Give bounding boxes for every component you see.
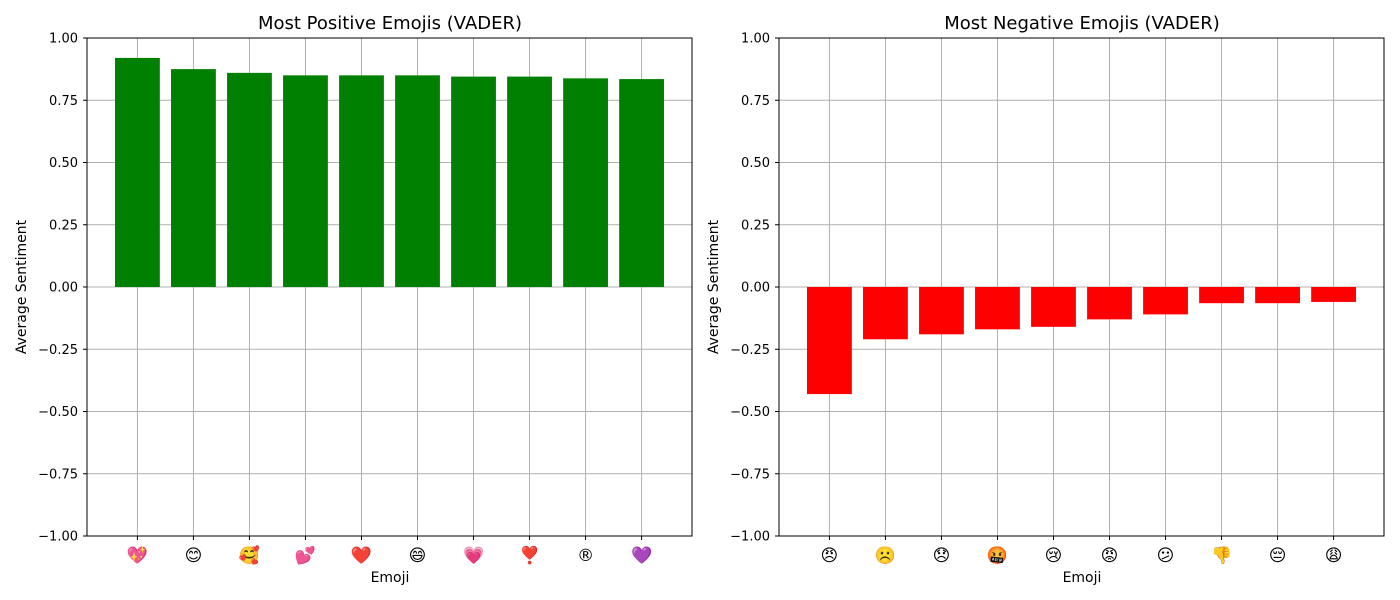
axes-frame <box>778 37 1385 537</box>
bar <box>1311 287 1356 302</box>
y-tick-label: −0.50 <box>38 405 78 420</box>
bar <box>451 76 496 287</box>
bar <box>1087 287 1132 320</box>
x-tick-label: 😄 <box>409 546 427 566</box>
x-tick-label: 😩 <box>1325 546 1343 566</box>
axes: 1.00 0.75 0.50 0.25 0.00 −0.25 −0.50 −0.75 −1.00… <box>38 32 693 566</box>
x-tick-label: 😡 <box>1101 546 1119 566</box>
bar <box>975 287 1020 330</box>
x-axis-label: Emoji <box>1063 570 1102 586</box>
x-tick-label: 👎 <box>1211 546 1232 566</box>
x-tick-label: 😠 <box>821 546 839 566</box>
bar <box>115 57 160 287</box>
bar <box>619 79 664 288</box>
y-tick-label: −1.00 <box>38 530 78 545</box>
y-tick-label: 1.00 <box>49 32 78 47</box>
bar <box>339 75 384 287</box>
x-tick-label: ❤️ <box>351 546 373 566</box>
y-tick-label: −1.00 <box>730 530 770 545</box>
bar <box>807 287 852 395</box>
bar <box>283 75 328 287</box>
x-tick-label: ® <box>577 546 594 566</box>
chart-title: Most Positive Emojis (VADER) <box>258 13 522 34</box>
y-tick-label: 0.25 <box>741 218 770 233</box>
y-axis-label: Average Sentiment <box>706 219 722 354</box>
x-tick-label: 🥰 <box>239 545 260 566</box>
x-tick-label: 😔 <box>1269 546 1287 566</box>
y-tick-label: 0.75 <box>49 94 78 109</box>
x-tick-label: 💖 <box>127 545 149 566</box>
y-tick-label: 0.25 <box>49 218 78 233</box>
bar <box>1031 287 1076 327</box>
bar <box>563 78 608 287</box>
y-tick-label: −0.50 <box>730 405 770 420</box>
axes: 1.00 0.75 0.50 0.25 0.00 −0.25 −0.50 −0.75 −1.00… <box>730 32 1385 566</box>
negative-emojis-chart: Most Negative Emojis (VADER) Average Sen… <box>706 13 1385 586</box>
x-tick-label: 😊 <box>185 546 203 566</box>
bar <box>507 76 552 287</box>
bar <box>1199 287 1244 304</box>
y-tick-label: −0.75 <box>38 467 78 482</box>
positive-emojis-chart: Most Positive Emojis (VADER) Average Sen… <box>14 13 693 586</box>
y-tick-label: −0.75 <box>730 467 770 482</box>
x-tick-label: 🤬 <box>987 546 1008 566</box>
y-tick-label: 0.50 <box>49 156 78 171</box>
bar <box>863 287 908 340</box>
x-tick-label: 💜 <box>631 546 653 566</box>
y-axis-label: Average Sentiment <box>14 219 30 354</box>
x-tick-label: 💕 <box>295 545 316 566</box>
x-axis-label: Emoji <box>371 570 410 586</box>
y-tick-label: 0.00 <box>741 281 770 296</box>
y-tick-label: 0.00 <box>49 281 78 296</box>
y-tick-label: 0.75 <box>741 94 770 109</box>
bar <box>1255 287 1300 304</box>
bar <box>171 69 216 287</box>
bar <box>227 72 272 287</box>
y-tick-label: −0.25 <box>38 343 78 358</box>
x-tick-label: 😕 <box>1157 546 1175 566</box>
x-tick-label: 😢 <box>1045 546 1063 566</box>
y-tick-label: −0.25 <box>730 343 770 358</box>
bar <box>919 287 964 335</box>
y-tick-label: 0.50 <box>741 156 770 171</box>
x-tick-label: ☹️ <box>875 546 896 566</box>
bars <box>807 287 1356 395</box>
x-tick-label: ❣️ <box>519 545 540 566</box>
bars <box>115 57 664 288</box>
x-tick-label: 😞 <box>933 546 951 566</box>
bar <box>395 75 440 287</box>
bar <box>1143 287 1188 315</box>
chart-title: Most Negative Emojis (VADER) <box>944 13 1219 34</box>
axes-frame <box>86 37 693 537</box>
x-tick-label: 💗 <box>463 546 485 566</box>
y-tick-label: 1.00 <box>741 32 770 47</box>
